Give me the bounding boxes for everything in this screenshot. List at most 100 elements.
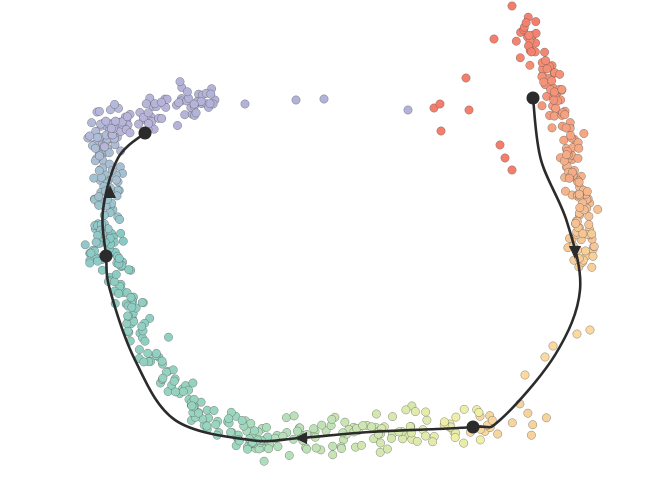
scatter-point [157,356,167,366]
scatter-point [548,341,558,351]
scatter-point [209,406,219,415]
scatter-point [101,116,111,126]
scatter-point [557,85,567,94]
scatter-point [143,108,153,118]
scatter-point [459,404,469,414]
scatter-point [127,302,137,312]
scatter-point [327,415,337,424]
trajectory-arrows [104,185,581,444]
scatter-point [80,240,90,250]
scatter-point [507,165,517,175]
scatter-point [500,153,510,163]
scatter-point [95,107,104,116]
scatter-point [262,423,271,432]
scatter-point [459,438,469,448]
scatter-point [555,70,564,79]
scatter-point [116,229,126,238]
scatter-point [94,192,104,201]
scatter-point [435,99,445,109]
scatter-point [110,100,119,109]
scatter-point [259,456,269,466]
scatter-point [562,150,571,160]
scatter-point [526,47,536,57]
scatter-point [107,124,116,133]
scatter-point [93,133,102,142]
scatter-point [357,441,366,450]
scatter-point [85,131,95,141]
scatter-point [521,18,531,28]
scatter-point [520,370,530,380]
scatter-point [578,229,588,238]
scatter-point [226,427,235,437]
scatter-point [122,319,132,328]
scatter-point [328,450,338,460]
scatter-point [549,111,559,121]
scatter-point [436,126,446,136]
scatter-point [224,414,234,424]
scatter-point [284,451,294,460]
scatter-point [561,123,571,133]
scatter-point [289,411,299,421]
scatter-point [358,421,368,430]
scatter-point [428,437,437,447]
scatter-point [461,73,471,83]
scatter-point [94,166,104,176]
scatter-point [383,444,392,454]
scatter-point [191,108,201,118]
scatter-point [137,321,147,331]
scatter-point [118,236,128,246]
scatter-point [527,430,536,440]
scatter-point [587,229,597,239]
scatter-point [143,348,153,358]
scatter-point [122,112,132,122]
scatter-point [205,99,215,109]
scatter-point [547,76,557,86]
scatter-point [135,345,144,354]
scatter-point [250,426,259,436]
scatter-point [91,143,100,153]
scatter-point [156,97,166,107]
scatter-point [183,87,192,97]
scatter-point [164,332,173,342]
scatter-point [206,89,216,99]
scatter-point [337,444,346,453]
scatter-point [581,246,590,256]
scatter-point [450,433,460,442]
scatter-point [264,444,273,454]
scatter-point [585,325,595,335]
scatter-point [561,186,570,196]
scatter-point [422,415,432,425]
trajectory-arrow [104,185,116,198]
scatter-point [152,349,161,358]
scatter-point [571,219,581,228]
scatter-point [549,87,559,97]
scatter-point [157,114,167,123]
scatter-point [566,131,575,140]
scatter-point [574,177,584,187]
scatter-point [464,105,474,115]
scatter-point [240,99,250,109]
scatter-point [515,53,525,63]
scatter-point [169,376,179,386]
scatter-point [126,293,136,302]
trajectory-arrow [294,432,307,444]
scatter-point [411,407,420,416]
scatter-point [421,407,431,417]
scatter-point [291,95,301,105]
scatter-point [111,116,120,126]
scatter-point [104,148,114,158]
scatter-point [178,387,188,396]
scatter-point [328,441,337,451]
scatter-point [237,416,247,425]
scatter-point [111,270,121,279]
scatter-point [158,373,168,383]
scatter-point [311,443,321,453]
scatter-point [560,110,570,120]
scatter-point [93,256,103,266]
scatter-point [91,237,101,247]
scatter-point [211,420,221,429]
scatter-point [175,77,185,87]
scatter-point [582,187,592,196]
scatter-point [139,357,149,367]
scatter-point [421,431,430,441]
